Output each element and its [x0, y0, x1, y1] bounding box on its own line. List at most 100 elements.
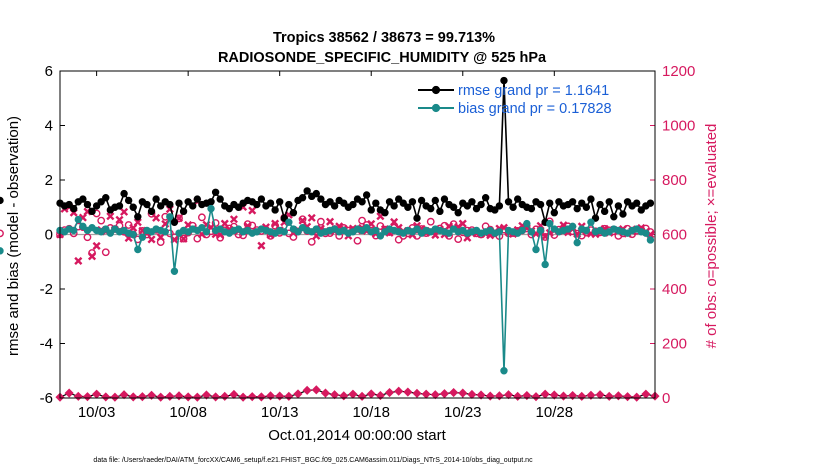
y-tick-label: -6 — [40, 390, 53, 407]
rmse-point — [88, 207, 96, 216]
rmse-point — [614, 202, 623, 210]
rmse-point — [362, 191, 371, 199]
y-tick-label: -2 — [40, 281, 53, 298]
y2-tick-label: 200 — [662, 336, 687, 353]
obs-baseline-point — [256, 392, 266, 402]
obs-baseline-point — [183, 392, 193, 402]
rmse-point — [285, 200, 293, 209]
y-tick-label: 0 — [45, 227, 53, 244]
rmse-point — [147, 207, 156, 216]
rmse-point — [275, 198, 284, 206]
rmse-point — [271, 206, 279, 214]
obs-baseline-point — [394, 386, 404, 396]
rmse-point — [312, 189, 321, 198]
rmse-point — [472, 204, 481, 213]
obs-possible-point — [101, 248, 110, 257]
obs-baseline-point — [458, 388, 468, 398]
rmse-point — [399, 199, 407, 207]
obs-possible-point — [353, 236, 362, 245]
obs-evaluated-point — [271, 219, 280, 228]
rmse-point — [408, 198, 417, 206]
x-tick-label: 10/03 — [78, 404, 116, 421]
obs-baseline-point — [110, 392, 120, 402]
rmse-point — [129, 203, 137, 211]
y-tick-label: 4 — [45, 118, 53, 135]
bias-point — [500, 367, 508, 375]
obs-possible-point — [298, 215, 307, 224]
rmse-point — [454, 208, 462, 217]
obs-baseline-point — [595, 390, 605, 400]
plot-frame — [59, 70, 656, 399]
bias-point — [129, 230, 137, 239]
bias-point — [523, 219, 531, 228]
bias-point — [642, 229, 650, 237]
rmse-point — [124, 196, 133, 205]
rmse-point — [610, 213, 618, 221]
obs-possible-point — [307, 237, 316, 246]
rmse-point — [156, 202, 165, 210]
obs-possible-point — [97, 216, 106, 225]
obs-baseline-point — [238, 392, 248, 402]
rmse-point — [70, 204, 78, 213]
rmse-point — [207, 198, 215, 206]
obs-baseline-point — [119, 390, 129, 400]
obs-evaluated-point — [87, 252, 97, 261]
rmse-point — [417, 196, 426, 205]
rmse-point — [481, 194, 490, 202]
bias-point — [74, 215, 83, 224]
rmse-point — [83, 200, 92, 209]
bias-point — [134, 245, 142, 254]
rmse-point — [504, 198, 513, 206]
obs-evaluated-point — [307, 213, 316, 222]
rmse-point — [170, 218, 179, 226]
bias-point — [280, 228, 288, 236]
obs-baseline-point — [201, 390, 212, 400]
chart-title: Tropics 38562 / 38673 = 99.713% — [273, 30, 495, 46]
obs-baseline-point — [64, 388, 74, 398]
bias-point — [161, 228, 169, 236]
obs-baseline-point — [531, 392, 541, 402]
rmse-point — [394, 195, 403, 203]
rmse-point — [385, 198, 394, 206]
rmse-point — [605, 198, 613, 206]
y2-tick-label: 400 — [662, 281, 687, 298]
obs-evaluated-point — [248, 206, 257, 215]
rmse-point — [390, 202, 398, 210]
chart-subtitle: RADIOSONDE_SPECIFIC_HUMIDITY @ 525 hPa — [218, 50, 547, 66]
plot-area: 10/03 10/08 10/13 10/18 10/23 10/28 -6 -4 -2 0 2 4 6… — [0, 63, 695, 421]
obs-baseline-point — [622, 392, 633, 402]
obs-possible-point — [454, 235, 463, 244]
obs-evaluated-point — [92, 241, 101, 250]
x-tick-label: 10/23 — [444, 404, 482, 421]
legend: rmse grand pr = 1.1641 bias grand pr = 0… — [418, 83, 612, 117]
obs-baseline-point — [449, 387, 459, 398]
y2-tick-label: 600 — [662, 227, 687, 244]
rmse-point — [596, 200, 604, 209]
rmse-point — [216, 195, 224, 203]
bias-point — [646, 236, 655, 244]
rmse-point — [152, 195, 160, 203]
bias-point — [0, 247, 4, 255]
obs-baseline-point — [384, 387, 395, 398]
rmse-point — [234, 203, 243, 211]
rmse-point — [477, 200, 485, 209]
bias-point — [166, 213, 174, 221]
obs-possible-point — [394, 235, 403, 244]
y-tick-label: -4 — [40, 336, 53, 353]
rmse-point — [225, 204, 234, 213]
x-tick-label: 10/13 — [261, 404, 299, 421]
rmse-point — [646, 199, 655, 207]
bias-point — [202, 228, 211, 236]
rmse-point — [637, 206, 645, 214]
bias-point — [546, 219, 554, 228]
bias-point — [138, 233, 147, 241]
y-tick-label: 6 — [45, 63, 53, 80]
obs-baseline-point — [430, 390, 440, 400]
obs-baseline-point — [549, 390, 559, 400]
y-axis-label: rmse and bias (model - observation) — [5, 116, 22, 356]
y2-tick-label: 800 — [662, 172, 687, 189]
rmse-point — [289, 208, 298, 217]
data-file-footer: data file: /Users/raeder/DAI/ATM_forcXX/… — [93, 457, 533, 464]
rmse-point — [340, 199, 348, 207]
